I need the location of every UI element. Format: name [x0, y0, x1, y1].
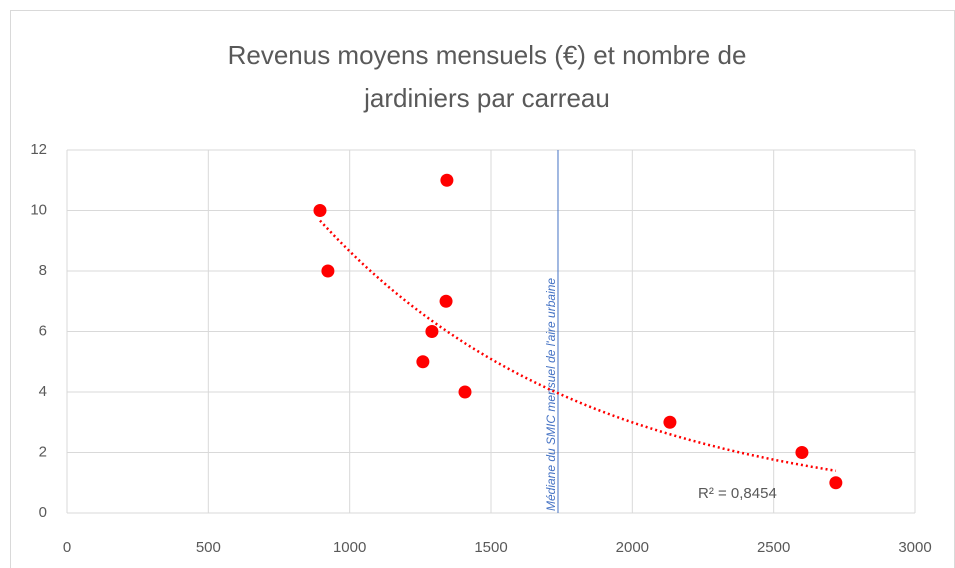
y-tick-label: 0: [39, 504, 47, 521]
point: [440, 173, 454, 187]
y-tick-label: 2: [39, 443, 47, 460]
y-tick-label: 4: [39, 383, 47, 400]
chart-border: [10, 10, 955, 568]
y-tick-label: 6: [39, 322, 47, 339]
point: [829, 476, 843, 490]
x-tick-label: 1500: [474, 539, 507, 556]
x-tick-label: 500: [196, 539, 221, 556]
x-tick-label: 2000: [616, 539, 649, 556]
chart-title: Revenus moyens mensuels (€) et nombre de: [228, 40, 747, 70]
point: [425, 325, 439, 338]
x-tick-label: 0: [63, 539, 71, 556]
y-tick-label: 12: [30, 141, 47, 158]
point: [313, 204, 327, 217]
point: [416, 355, 430, 369]
x-tick-label: 3000: [898, 539, 931, 556]
point: [321, 264, 335, 278]
trendline-label: R² = 0,8454: [698, 485, 777, 502]
chart-title: jardiniers par carreau: [363, 83, 610, 113]
y-tick-label: 10: [30, 201, 47, 218]
point: [795, 446, 809, 459]
x-tick-label: 1000: [333, 539, 366, 556]
point: [458, 385, 472, 399]
x-tick-label: 2500: [757, 539, 790, 556]
point: [663, 415, 677, 429]
reference-label: Médiane du SMIC mensuel de l'aire urbain…: [544, 278, 558, 511]
y-tick-label: 8: [39, 262, 47, 279]
point: [439, 294, 453, 308]
